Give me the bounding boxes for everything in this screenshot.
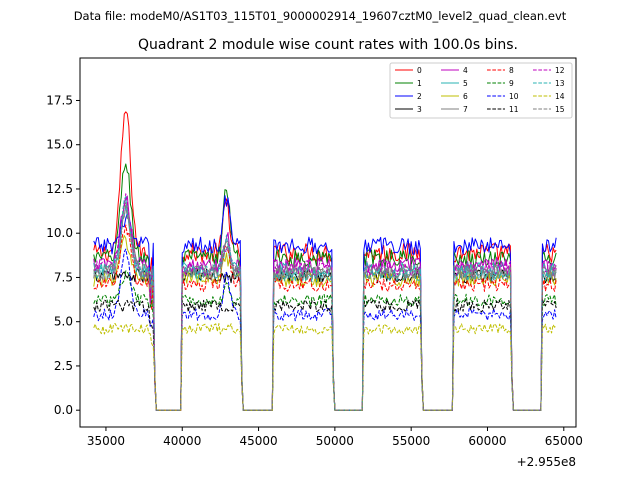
x-tick-label: 65000: [545, 434, 583, 448]
legend-label-11: 11: [509, 105, 519, 114]
legend-label-12: 12: [555, 66, 565, 75]
legend-label-13: 13: [555, 79, 565, 88]
legend-label-2: 2: [417, 92, 422, 101]
y-tick-label: 7.5: [54, 270, 73, 284]
y-tick-label: 5.0: [54, 315, 73, 329]
legend-label-4: 4: [463, 66, 468, 75]
plot-frame: [79, 57, 577, 428]
y-tick-label: 15.0: [46, 138, 73, 152]
y-axis: 0.0 2.5 5.0 7.5 10.0 12.5 15.0 17.5: [46, 93, 80, 417]
legend-label-1: 1: [417, 79, 422, 88]
y-tick-label: 2.5: [54, 359, 73, 373]
legend-label-8: 8: [509, 66, 514, 75]
legend-box: [389, 62, 573, 119]
x-tick-label: 45000: [239, 434, 277, 448]
series-line-10: [93, 248, 557, 411]
legend-label-10: 10: [509, 92, 519, 101]
series-line-13: [93, 196, 557, 411]
series-line-7: [93, 201, 557, 411]
series-line-14: [93, 322, 557, 411]
legend-label-14: 14: [555, 92, 565, 101]
legend-label-3: 3: [417, 105, 422, 114]
series-line-4: [93, 195, 557, 411]
chart-suptitle: Data file: modeM0/AS1T03_115T01_90000029…: [74, 9, 567, 23]
series-line-6: [93, 234, 557, 411]
series-line-2: [93, 195, 557, 411]
series-line-11: [93, 299, 557, 411]
y-tick-label: 0.0: [54, 403, 73, 417]
x-tick-label: 40000: [163, 434, 201, 448]
legend-label-7: 7: [463, 105, 468, 114]
series-line-15: [93, 203, 557, 411]
series-line-9: [93, 270, 557, 411]
series-layer: [93, 111, 557, 411]
x-axis: 35000 40000 45000 50000 55000 60000 65000: [87, 427, 583, 448]
legend-label-5: 5: [463, 79, 468, 88]
x-tick-label: 35000: [87, 434, 125, 448]
legend-label-0: 0: [417, 66, 422, 75]
legend-label-9: 9: [509, 79, 514, 88]
x-tick-label: 55000: [392, 434, 430, 448]
y-tick-label: 12.5: [46, 182, 73, 196]
legend-label-15: 15: [555, 105, 565, 114]
series-line-1: [93, 163, 557, 411]
series-line-5: [93, 206, 557, 411]
x-tick-label: 60000: [468, 434, 506, 448]
chart-title: Quadrant 2 module wise count rates with …: [138, 37, 518, 53]
x-tick-label: 50000: [316, 434, 354, 448]
y-tick-label: 10.0: [46, 226, 73, 240]
legend-label-6: 6: [463, 92, 468, 101]
series-line-0: [93, 111, 557, 411]
x-offset-label: +2.955e8: [517, 455, 576, 469]
y-tick-label: 17.5: [46, 93, 73, 107]
